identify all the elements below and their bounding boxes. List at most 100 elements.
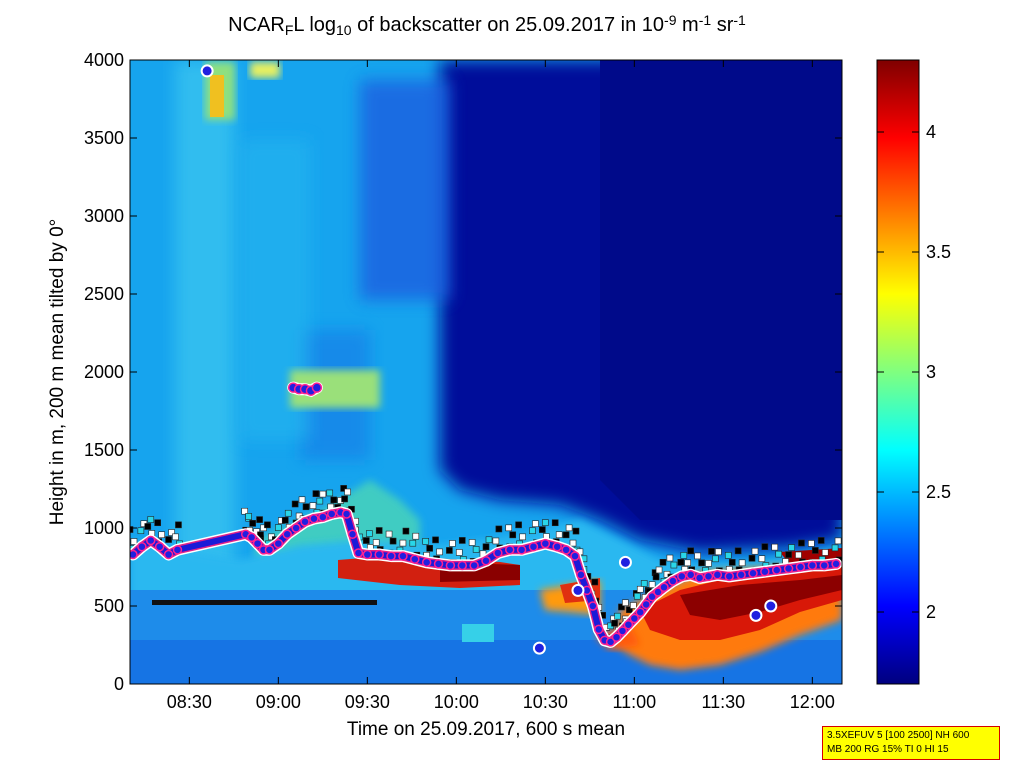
mixing-layer-point — [623, 619, 634, 630]
aerosol-square-marker — [532, 520, 539, 528]
aerosol-square-marker — [284, 509, 292, 517]
blue-patch-1 — [360, 80, 450, 300]
mixing-layer-point — [760, 566, 770, 577]
mixing-layer-point — [481, 556, 491, 566]
mixing-layer-point — [326, 509, 337, 519]
aerosol-square-marker — [482, 543, 490, 551]
aerosol-square-marker — [309, 502, 317, 509]
mixing-layer-point — [570, 551, 580, 561]
aerosol-square-marker — [257, 531, 264, 539]
title-part: 10 — [336, 22, 352, 38]
aerosol-square-marker — [399, 539, 407, 547]
mixing-layer-point — [771, 565, 782, 575]
mixing-layer-point — [712, 570, 723, 580]
mixing-layer-point — [154, 541, 165, 552]
aerosol-square-marker — [659, 558, 667, 566]
mixing-layer-point — [433, 559, 444, 569]
title-part: sr — [711, 14, 734, 36]
aerosol-square-marker — [432, 536, 439, 544]
aerosol-square-marker — [788, 544, 795, 551]
aerosol-square-marker — [761, 543, 769, 550]
aerosol-square-marker — [264, 521, 271, 529]
title-part: NCAR — [228, 14, 285, 36]
aerosol-square-marker — [705, 560, 712, 567]
mixing-layer-point — [783, 563, 794, 574]
aerosol-square-marker — [562, 531, 570, 539]
aerosol-square-marker — [542, 519, 549, 526]
aerosol-square-marker — [817, 537, 825, 544]
title-part: m — [677, 14, 699, 36]
aerosol-square-marker — [175, 521, 182, 529]
aerosol-square-marker — [298, 496, 306, 504]
x-axis-ticks: 08:30 09:00 09:30 10:00 10:30 11:00 11:30 12:00 — [167, 60, 835, 712]
aerosol-square-marker — [715, 548, 722, 556]
mixing-layer-point — [172, 545, 183, 555]
aerosol-square-marker — [422, 538, 429, 545]
colorbar-tick-label: 2.5 — [926, 482, 951, 502]
x-axis-label: Time on 25.09.2017, 600 s mean — [347, 719, 625, 740]
mixing-layer-point — [588, 601, 598, 611]
mixing-layer-point — [504, 545, 515, 555]
colorbar-tick-label: 3 — [926, 362, 936, 382]
title-part: -1 — [733, 12, 746, 28]
aerosol-square-marker — [492, 537, 500, 545]
isolated-layer-point — [764, 599, 778, 613]
mixing-layer-point — [736, 570, 746, 580]
aerosol-square-marker — [834, 537, 842, 545]
mixing-layer-point — [629, 613, 640, 624]
y-tick-label: 1000 — [84, 518, 124, 538]
colorbar-tick-label: 3.5 — [926, 242, 951, 262]
aerosol-square-marker — [485, 536, 493, 544]
colorbar-ticks: 2 2.5 3 3.5 4 — [877, 122, 951, 622]
mixing-layer-point — [493, 548, 503, 558]
y-axis-label: Height in m, 200 m mean tilted by 0° — [47, 219, 68, 525]
x-tick-label: 09:30 — [345, 692, 390, 712]
mixing-layer-point — [685, 570, 696, 580]
mixing-layer-point — [807, 560, 818, 571]
aerosol-square-marker — [363, 537, 370, 544]
isolated-layer-point — [532, 641, 546, 655]
aerosol-square-marker — [409, 539, 417, 547]
mixing-layer-point — [653, 587, 663, 597]
aerosol-square-marker — [455, 549, 463, 556]
elevated-layer-point — [311, 382, 323, 393]
aerosol-square-marker — [648, 581, 656, 588]
aerosol-square-marker — [130, 538, 138, 545]
aerosol-square-marker — [565, 524, 573, 532]
aerosol-square-marker — [249, 520, 256, 527]
aerosol-square-marker — [698, 559, 705, 567]
aerosol-square-marker — [281, 516, 289, 524]
mixing-layer-point — [264, 545, 275, 555]
x-tick-label: 12:00 — [790, 692, 835, 712]
mixing-layer-point — [819, 560, 829, 571]
aerosol-square-marker — [389, 537, 397, 545]
aerosol-square-marker — [670, 561, 678, 569]
mixing-layer-point — [246, 532, 257, 543]
aerosol-square-marker — [677, 559, 685, 566]
y-tick-label: 4000 — [84, 50, 124, 70]
aerosol-square-marker — [449, 540, 456, 547]
aerosol-square-marker — [154, 519, 161, 527]
mixing-layer-point — [668, 576, 678, 586]
mixing-layer-point — [347, 529, 358, 539]
isolated-layer-point — [618, 555, 632, 569]
mixing-layer-point — [724, 571, 735, 582]
aerosol-square-marker — [775, 550, 783, 558]
aerosol-square-marker — [652, 573, 660, 581]
x-tick-label: 11:30 — [701, 692, 745, 712]
aerosol-square-marker — [505, 524, 513, 532]
mixing-layer-point — [291, 523, 301, 533]
aerosol-square-marker — [412, 532, 420, 540]
aerosol-square-marker — [241, 507, 248, 515]
aerosol-square-marker — [472, 546, 480, 553]
aerosol-square-marker — [633, 592, 641, 600]
aerosol-square-marker — [640, 580, 648, 587]
aerosol-square-marker — [326, 489, 334, 497]
title-part: of backscatter on 25.09.2017 in 10 — [352, 14, 664, 36]
aerosol-square-marker — [771, 543, 779, 551]
aerosol-square-marker — [831, 544, 839, 552]
aerosol-square-marker — [130, 526, 134, 533]
aerosol-square-marker — [636, 585, 644, 593]
mixing-layer-point — [647, 591, 657, 602]
title-part: F — [285, 22, 294, 38]
